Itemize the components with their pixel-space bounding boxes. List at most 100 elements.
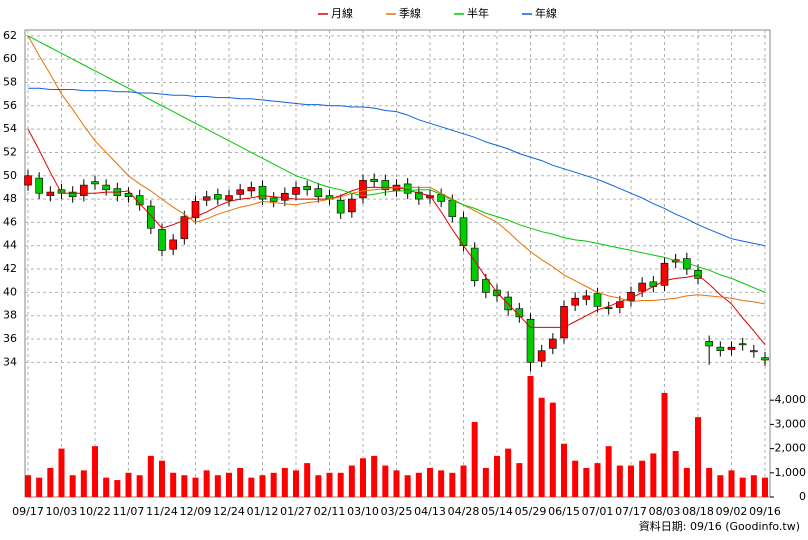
volume-bar bbox=[695, 417, 701, 497]
y-tick-label: 40 bbox=[3, 285, 17, 298]
volume-bar bbox=[538, 397, 545, 497]
source-note: 資料日期: 09/16 (Goodinfo.tw) bbox=[639, 519, 800, 533]
volume-bar bbox=[605, 446, 612, 497]
candle-body bbox=[560, 306, 568, 339]
volume-bar bbox=[706, 467, 713, 497]
candle-body bbox=[727, 346, 736, 350]
candle-body bbox=[191, 201, 200, 219]
y-tick-label: 36 bbox=[3, 332, 17, 345]
candle-body bbox=[448, 199, 457, 217]
candle-body bbox=[415, 191, 423, 200]
legend-label: 年線 bbox=[535, 6, 557, 20]
volume-bar bbox=[549, 402, 556, 497]
volume-bar bbox=[248, 477, 255, 497]
candle-body bbox=[705, 341, 713, 347]
candle-body bbox=[214, 194, 222, 200]
candle-body bbox=[750, 350, 758, 353]
volume-bar bbox=[159, 460, 165, 497]
volume-bar bbox=[594, 463, 601, 497]
candle-body bbox=[336, 199, 345, 214]
y-tick-label: 44 bbox=[3, 239, 17, 252]
x-tick-label: 10/22 bbox=[79, 505, 111, 518]
x-tick-label: 09/02 bbox=[716, 505, 748, 518]
volume-bar bbox=[214, 475, 221, 497]
volume-bar bbox=[136, 475, 143, 497]
volume-bar bbox=[650, 453, 657, 497]
volume-bar bbox=[293, 470, 299, 497]
x-tick-label: 05/29 bbox=[515, 505, 547, 518]
candle-body bbox=[716, 346, 725, 351]
candle-body bbox=[638, 282, 646, 292]
volume-bar bbox=[315, 475, 322, 497]
x-tick-label: 08/18 bbox=[682, 505, 714, 518]
x-tick-label: 05/14 bbox=[481, 505, 513, 518]
volume-bar bbox=[471, 421, 478, 497]
volume-tick-label: 1,000 bbox=[775, 466, 807, 479]
volume-bar bbox=[762, 477, 768, 497]
x-tick-label: 12/24 bbox=[213, 505, 245, 518]
candle-body bbox=[738, 343, 747, 346]
candle-body bbox=[549, 338, 557, 349]
candle-body bbox=[35, 177, 43, 194]
candle-body bbox=[180, 216, 189, 240]
volume-bar bbox=[404, 475, 411, 497]
volume-bar bbox=[616, 465, 623, 497]
y-tick-label: 56 bbox=[3, 99, 17, 112]
candle-body bbox=[403, 183, 412, 194]
candle-body bbox=[269, 197, 278, 202]
candle-body bbox=[158, 229, 166, 251]
volume-bar bbox=[494, 455, 500, 497]
volume-bar bbox=[304, 463, 311, 497]
legend-label: 月線 bbox=[331, 6, 353, 20]
y-tick-label: 42 bbox=[3, 262, 17, 275]
volume-bar bbox=[348, 465, 355, 497]
volume-bar bbox=[393, 470, 400, 497]
y-tick-label: 60 bbox=[3, 52, 17, 65]
y-tick-label: 58 bbox=[3, 75, 17, 88]
volume-bar bbox=[661, 392, 668, 497]
x-tick-label: 01/12 bbox=[247, 505, 279, 518]
volume-bar bbox=[281, 467, 288, 497]
ma-line bbox=[27, 35, 766, 293]
volume-bar bbox=[226, 472, 232, 497]
volume-tick-label: 2,000 bbox=[775, 442, 807, 455]
candle-body bbox=[649, 281, 658, 287]
volume-bar bbox=[170, 472, 177, 497]
volume-bar bbox=[114, 480, 121, 497]
volume-bar bbox=[427, 467, 433, 497]
volume-bar bbox=[58, 448, 65, 497]
x-tick-label: 07/01 bbox=[582, 505, 614, 518]
volume-bar bbox=[125, 472, 132, 497]
plot-frame bbox=[24, 29, 771, 498]
ma-line bbox=[28, 87, 766, 247]
candle-body bbox=[694, 269, 702, 279]
volume-bar bbox=[371, 455, 378, 497]
volume-bar bbox=[382, 465, 389, 497]
volume-bar bbox=[505, 448, 512, 497]
x-tick-label: 06/15 bbox=[548, 505, 580, 518]
candle-body bbox=[515, 308, 524, 318]
volume-bar bbox=[203, 470, 210, 497]
candle-body bbox=[202, 196, 211, 201]
volume-bar bbox=[326, 472, 333, 497]
volume-bar bbox=[717, 475, 724, 497]
x-tick-label: 03/25 bbox=[381, 505, 413, 518]
candle-body bbox=[604, 307, 613, 309]
x-tick-label: 11/07 bbox=[113, 505, 145, 518]
volume-bar bbox=[639, 460, 646, 497]
volume-bar bbox=[270, 472, 277, 497]
x-tick-label: 04/13 bbox=[414, 505, 446, 518]
candle-body bbox=[24, 175, 32, 186]
y-tick-label: 48 bbox=[3, 192, 17, 205]
y-tick-label: 62 bbox=[3, 29, 17, 42]
x-tick-label: 11/24 bbox=[146, 505, 178, 518]
y-tick-label: 52 bbox=[3, 145, 17, 158]
volume-bar bbox=[628, 465, 634, 497]
candle-body bbox=[470, 247, 479, 282]
volume-bar bbox=[237, 467, 244, 497]
x-tick-label: 09/17 bbox=[12, 505, 44, 518]
volume-bar bbox=[683, 467, 690, 497]
candle-body bbox=[247, 187, 256, 192]
volume-bar bbox=[672, 451, 679, 497]
